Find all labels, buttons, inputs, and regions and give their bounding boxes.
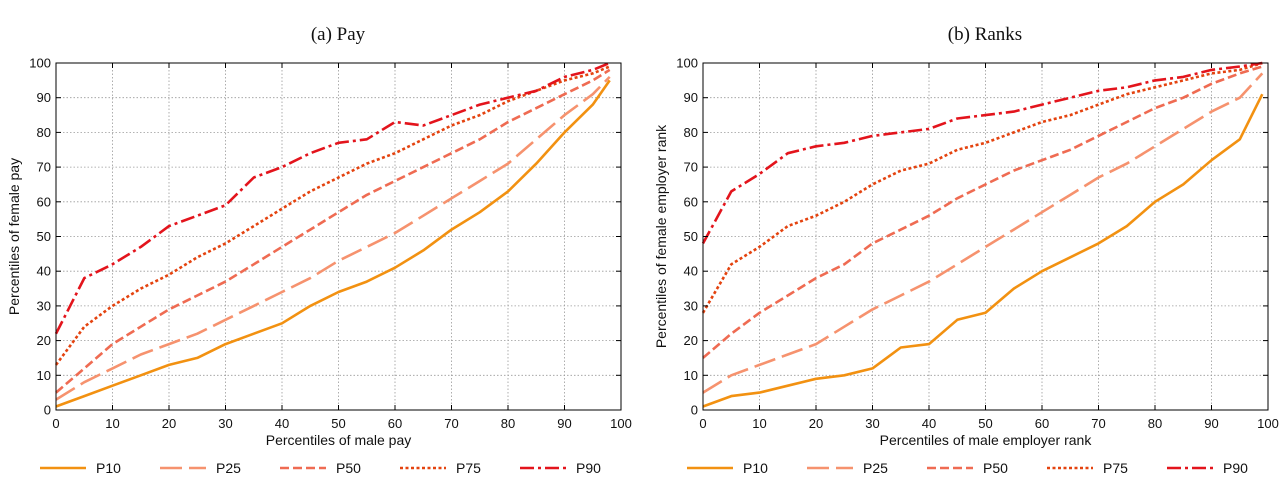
series-line-p75 (701, 61, 1263, 314)
series-line-p50 (702, 65, 1263, 359)
legend-item-p90: P90 (1167, 460, 1248, 476)
y-tick-label: 40 (684, 264, 698, 279)
legend-item-p75: P75 (400, 460, 481, 476)
y-tick-label: 0 (44, 403, 51, 418)
x-tick-label: 40 (922, 416, 936, 431)
x-tick-label: 0 (699, 416, 706, 431)
y-tick-label: 80 (684, 125, 698, 140)
legend-item-p50: P50 (927, 460, 1008, 476)
x-tick-label: 80 (1148, 416, 1162, 431)
y-tick-label: 50 (684, 229, 698, 244)
x-tick-label: 70 (1091, 416, 1105, 431)
y-tick-label: 60 (37, 194, 51, 209)
series-line-p25 (55, 75, 611, 401)
y-tick-label: 80 (37, 125, 51, 140)
legend-item-p50: P50 (280, 460, 361, 476)
chart-panel-pay: (a) Pay 0 10 20 30 40 50 60 70 80 90 100 0 10 20 30 40 50… (6, 24, 632, 476)
series-line-p90 (701, 61, 1263, 245)
y-tick-label: 10 (684, 368, 698, 383)
legend: P10 P25 P50 P75 P90 (687, 460, 1248, 476)
x-tick-label: 40 (275, 416, 289, 431)
y-tick-label: 100 (676, 56, 698, 71)
legend-label: P25 (863, 460, 888, 476)
gridlines (56, 63, 621, 410)
legend-item-p75: P75 (1047, 460, 1128, 476)
legend-item-p90: P90 (520, 460, 601, 476)
x-tick-label: 60 (1035, 416, 1049, 431)
x-axis-label: Percentiles of male employer rank (880, 432, 1093, 448)
chart-title: (b) Ranks (948, 24, 1022, 45)
series-line-p10 (702, 93, 1264, 408)
series-group (54, 61, 611, 408)
x-axis-label: Percentiles of male pay (266, 432, 412, 448)
legend-label: P10 (96, 460, 121, 476)
legend-label: P50 (336, 460, 361, 476)
x-tick-label: 20 (809, 416, 823, 431)
x-tick-label: 30 (218, 416, 232, 431)
y-tick-label: 60 (684, 194, 698, 209)
y-tick-label: 10 (37, 368, 51, 383)
x-tick-label: 60 (388, 416, 402, 431)
x-tick-label: 90 (1204, 416, 1218, 431)
x-tick-label: 0 (52, 416, 59, 431)
y-tick-label: 30 (37, 298, 51, 313)
x-tick-label: 100 (610, 416, 632, 431)
x-tick-label: 80 (501, 416, 515, 431)
y-tick-label: 50 (37, 229, 51, 244)
legend-item-p25: P25 (160, 460, 241, 476)
y-tick-label: 30 (684, 298, 698, 313)
y-tick-label: 90 (684, 90, 698, 105)
y-tick-label: 70 (37, 160, 51, 175)
x-tick-label: 50 (331, 416, 345, 431)
y-tick-label: 100 (29, 56, 51, 71)
x-tick-label: 10 (752, 416, 766, 431)
y-axis-label: Percentiles of female employer rank (653, 124, 669, 348)
x-tick-label: 20 (162, 416, 176, 431)
legend-item-p25: P25 (807, 460, 888, 476)
series-group (701, 61, 1264, 408)
x-tick-label: 10 (105, 416, 119, 431)
x-tick-label: 50 (978, 416, 992, 431)
y-tick-label: 0 (691, 403, 698, 418)
series-line-p75 (54, 65, 611, 366)
legend-label: P90 (1223, 460, 1248, 476)
x-tick-label: 70 (444, 416, 458, 431)
x-tick-label: 100 (1257, 416, 1279, 431)
legend-label: P25 (216, 460, 241, 476)
series-line-p10 (55, 79, 611, 408)
chart-title: (a) Pay (311, 24, 366, 45)
y-tick-label: 40 (37, 264, 51, 279)
legend: P10 P25 P50 P75 P90 (40, 460, 601, 476)
legend-label: P50 (983, 460, 1008, 476)
y-tick-label: 70 (684, 160, 698, 175)
legend-label: P90 (576, 460, 601, 476)
x-tick-label: 90 (557, 416, 571, 431)
legend-label: P10 (743, 460, 768, 476)
series-line-p90 (54, 61, 611, 335)
legend-label: P75 (456, 460, 481, 476)
y-tick-label: 20 (37, 333, 51, 348)
chart-panel-ranks: (b) Ranks 0 10 20 30 40 50 60 70 80 90 100 0 10 20 30 40… (653, 24, 1279, 476)
x-tick-label: 30 (865, 416, 879, 431)
legend-item-p10: P10 (687, 460, 768, 476)
y-tick-label: 20 (684, 333, 698, 348)
y-axis-label: Percentiles of female pay (6, 158, 22, 315)
y-tick-label: 90 (37, 90, 51, 105)
legend-label: P75 (1103, 460, 1128, 476)
series-line-p50 (55, 68, 611, 394)
legend-item-p10: P10 (40, 460, 121, 476)
series-line-p25 (702, 72, 1264, 394)
